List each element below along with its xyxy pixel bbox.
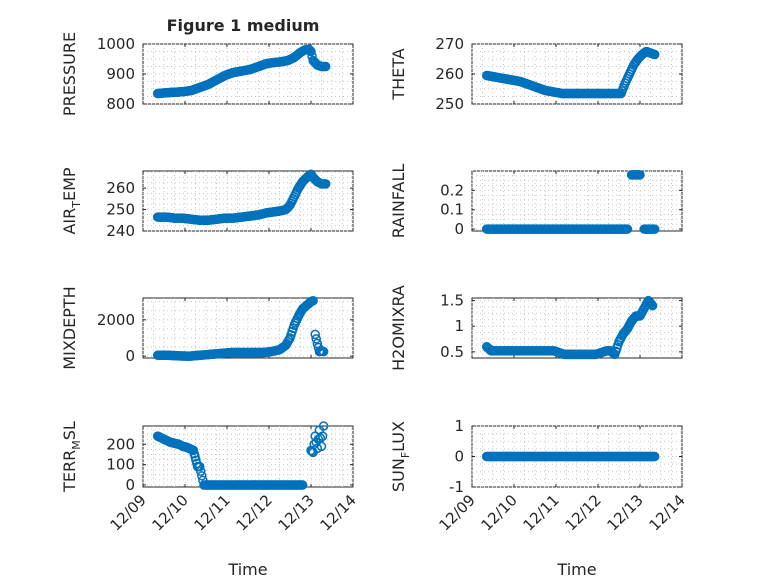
data-point — [317, 431, 328, 441]
axes-box — [142, 425, 354, 488]
y-tick-label: 800 — [106, 95, 135, 113]
subplot-mixdepth: 0 2000 MIXDEPTH — [60, 286, 354, 370]
y-tick-label: 2000 — [97, 311, 135, 329]
y-tick-label: 0 — [125, 347, 135, 365]
y-tick-label: 200 — [106, 435, 135, 453]
data-point — [196, 466, 206, 476]
series-markers — [481, 295, 658, 360]
y-axis-label: MIXDEPTH — [60, 286, 79, 369]
y-tick-label: -1 — [449, 478, 464, 496]
y-axis-label: PRESSURE — [60, 32, 79, 116]
x-tick-label: 12/10 — [149, 491, 192, 534]
x-axis-label: Time — [556, 560, 596, 579]
x-tick-label: 12/13 — [604, 491, 647, 534]
grid — [471, 170, 683, 231]
y-tick-label: 250 — [435, 95, 464, 113]
data-point — [310, 329, 320, 340]
x-tick-label: 12/14 — [646, 491, 689, 534]
y-tick-label: 1.5 — [440, 292, 464, 310]
y-tick-label: 0.2 — [440, 181, 464, 199]
x-tick-label: 12/12 — [233, 491, 276, 534]
series-markers — [152, 295, 329, 361]
y-tick-label: 250 — [106, 201, 135, 219]
x-tick-label: 12/09 — [436, 491, 479, 534]
data-point — [305, 45, 315, 56]
data-point — [311, 334, 321, 344]
y-tick-label: 0.1 — [440, 201, 464, 219]
x-tick-label: 12/09 — [107, 491, 150, 534]
data-point — [649, 49, 660, 60]
data-point — [320, 61, 331, 72]
y-axis-label: AIRTEMP — [60, 167, 83, 234]
y-tick-label: 270 — [435, 35, 464, 53]
y-tick-label: 1000 — [97, 35, 135, 53]
y-tick-label: 0 — [454, 220, 464, 238]
y-tick-label: 100 — [106, 456, 135, 474]
data-point — [194, 461, 205, 472]
x-tick-label: 12/11 — [520, 491, 563, 534]
y-tick-label: 1 — [454, 317, 464, 335]
series-markers — [152, 421, 329, 490]
x-tick-label: 12/10 — [478, 491, 521, 534]
y-tick-label: 0.5 — [440, 343, 464, 361]
subplot-h2omixra: 0.5 1 1.5 H2OMIXRA — [389, 285, 683, 371]
series-markers — [152, 44, 331, 99]
data-point — [635, 170, 645, 180]
y-tick-label: 0 — [454, 448, 464, 466]
y-axis-label: SUNFLUX — [389, 421, 412, 492]
y-tick-label: 240 — [106, 222, 135, 240]
y-axis-label: THETA — [389, 48, 408, 100]
data-point — [306, 46, 316, 57]
data-point — [308, 295, 318, 306]
series-markers — [152, 169, 331, 226]
data-point — [318, 421, 329, 431]
y-tick-label: 0 — [125, 476, 135, 494]
figure-title: Figure 1 medium — [167, 16, 320, 35]
data-point — [649, 451, 660, 462]
y-tick-label: 260 — [106, 179, 135, 197]
series-markers — [481, 170, 660, 234]
series-markers — [481, 46, 660, 99]
x-tick-label: 12/14 — [317, 491, 360, 534]
x-tick-label: 12/11 — [191, 491, 234, 534]
y-tick-label: 900 — [106, 65, 135, 83]
x-tick-label: 12/13 — [275, 491, 318, 534]
data-point — [297, 480, 308, 490]
subplot-pressure: 800 900 1000 PRESSURE — [60, 32, 354, 116]
data-point — [320, 179, 331, 189]
subplot-theta: 250 260 270 THETA — [389, 35, 683, 113]
data-point — [622, 224, 633, 234]
data-point — [649, 224, 660, 234]
subplot-air-temp: 240 250 260 AIRTEMP — [60, 167, 354, 240]
x-tick-label: 12/12 — [562, 491, 605, 534]
y-axis-label: TERRMSL — [60, 421, 83, 493]
y-tick-label: 1 — [454, 417, 464, 435]
data-point — [316, 441, 327, 452]
data-point — [197, 471, 207, 481]
y-axis-label: RAINFALL — [389, 164, 408, 239]
x-axis-label: Time — [227, 560, 267, 579]
y-axis-label: H2OMIXRA — [389, 285, 408, 371]
subplot-rainfall: 00.1 0.2 RAINFALL — [389, 164, 683, 239]
data-point — [647, 300, 658, 311]
grid — [142, 426, 354, 487]
series-markers — [481, 451, 660, 462]
data-point — [318, 346, 329, 357]
y-tick-label: 260 — [435, 65, 464, 83]
